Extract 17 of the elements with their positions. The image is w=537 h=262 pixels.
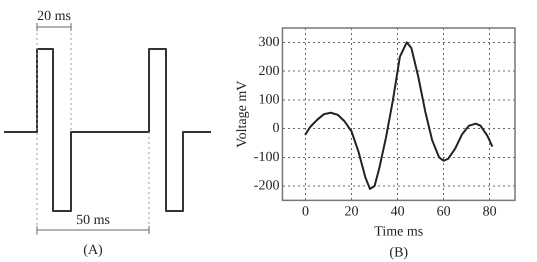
x-axis-title: Time ms — [374, 224, 424, 240]
y-tick-label: 0 — [272, 121, 280, 136]
y-tick-label: 100 — [258, 92, 280, 108]
x-tick-label: 80 — [482, 204, 497, 220]
y-axis-title: Voltage mV — [235, 80, 250, 148]
x-tick-label: 60 — [436, 204, 451, 220]
text: (A) — [83, 243, 104, 258]
x-tick-label: 20 — [344, 204, 359, 220]
text: (B) — [389, 246, 408, 261]
y-tick-label: 300 — [258, 35, 280, 50]
y-tick-label: -200 — [254, 178, 280, 194]
y-tick-label: -100 — [254, 150, 280, 165]
y-tick-label: 200 — [258, 64, 280, 79]
x-tick-label: 0 — [302, 204, 309, 220]
x-tick-label: 40 — [390, 204, 405, 220]
text: 20 ms — [37, 9, 71, 24]
text: 50 ms — [76, 213, 110, 228]
